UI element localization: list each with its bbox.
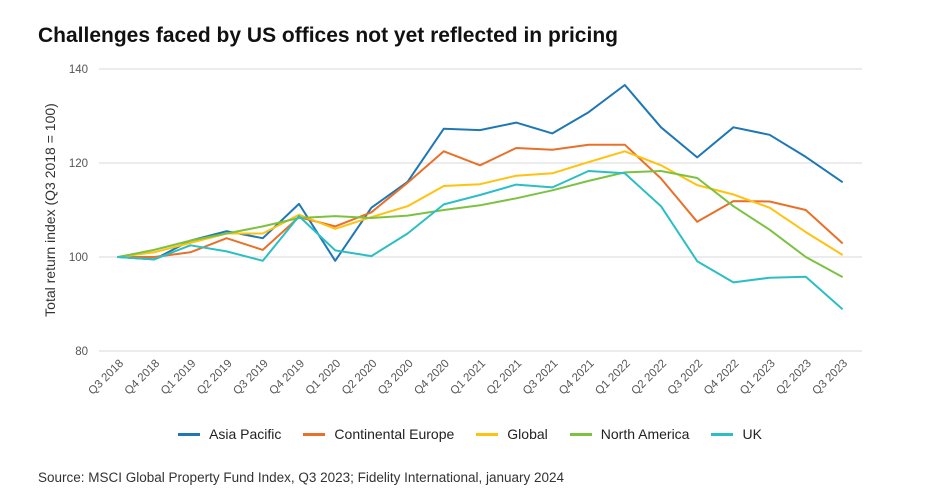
x-tick-label: Q4 2019 xyxy=(267,358,307,398)
legend-label: Continental Europe xyxy=(334,426,455,442)
legend-swatch xyxy=(476,432,499,436)
x-tick-label: Q2 2019 xyxy=(195,358,235,398)
x-tick-label: Q4 2022 xyxy=(702,358,742,398)
x-tick-label: Q2 2020 xyxy=(340,358,380,398)
x-tick-label: Q3 2022 xyxy=(666,358,706,398)
x-tick-label: Q4 2020 xyxy=(412,358,452,398)
x-tick-label: Q3 2018 xyxy=(86,358,126,398)
x-tick-label: Q1 2020 xyxy=(304,358,344,398)
x-tick-label: Q2 2022 xyxy=(629,358,669,398)
x-tick-label: Q2 2021 xyxy=(485,358,525,398)
x-tick-label: Q3 2019 xyxy=(231,358,271,398)
x-tick-label: Q3 2020 xyxy=(376,358,416,398)
legend-swatch xyxy=(569,432,592,436)
legend-label: North America xyxy=(600,426,690,442)
x-tick-label: Q1 2019 xyxy=(159,358,199,398)
legend-label: Asia Pacific xyxy=(209,426,282,442)
legend-swatch xyxy=(711,432,734,436)
legend-item-north-america: North America xyxy=(569,426,690,442)
x-tick-label: Q3 2021 xyxy=(521,358,561,398)
y-tick-label: 140 xyxy=(69,64,88,76)
x-tick-label: Q2 2023 xyxy=(774,358,814,398)
legend-item-continental-europe: Continental Europe xyxy=(303,426,454,442)
chart-title: Challenges faced by US offices not yet r… xyxy=(38,24,618,47)
x-tick-label: Q1 2021 xyxy=(448,358,488,398)
chart-legend: Asia Pacific Continental Europe Global Nort… xyxy=(0,426,940,442)
legend-item-asia-pacific: Asia Pacific xyxy=(178,426,281,442)
legend-label: Global xyxy=(507,426,548,442)
source-note: Source: MSCI Global Property Fund Index,… xyxy=(38,470,565,485)
legend-label: UK xyxy=(742,426,762,442)
legend-item-global: Global xyxy=(476,426,548,442)
legend-swatch xyxy=(303,432,326,436)
x-tick-label: Q1 2023 xyxy=(738,358,778,398)
x-tick-label: Q4 2018 xyxy=(123,358,163,398)
series-line-uk xyxy=(117,170,843,310)
y-tick-label: 100 xyxy=(69,252,88,264)
series-line-north-america xyxy=(117,170,843,278)
x-tick-label: Q1 2022 xyxy=(593,358,633,398)
y-tick-label: 80 xyxy=(75,346,88,358)
series-line-continental-europe xyxy=(117,143,843,258)
y-axis-label: Total return index (Q3 2018 = 100) xyxy=(42,103,58,317)
legend-swatch xyxy=(178,432,201,436)
series-line-global xyxy=(117,150,843,258)
y-tick-label: 120 xyxy=(69,158,88,170)
legend-item-uk: UK xyxy=(711,426,762,442)
x-tick-label: Q4 2021 xyxy=(557,358,597,398)
x-tick-label: Q3 2023 xyxy=(810,358,850,398)
